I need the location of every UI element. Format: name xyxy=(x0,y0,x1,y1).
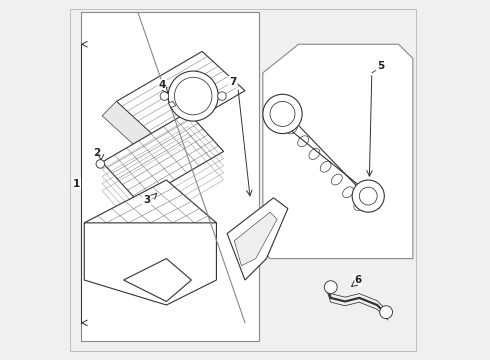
Polygon shape xyxy=(102,102,159,155)
Text: 5: 5 xyxy=(377,61,384,71)
Text: 4: 4 xyxy=(158,80,166,90)
Text: 3: 3 xyxy=(143,195,150,204)
Polygon shape xyxy=(117,51,245,141)
Polygon shape xyxy=(123,258,192,301)
Circle shape xyxy=(218,92,226,100)
Polygon shape xyxy=(84,223,217,305)
Text: 7: 7 xyxy=(229,77,237,87)
Text: 1: 1 xyxy=(73,179,80,189)
Polygon shape xyxy=(81,12,259,341)
Polygon shape xyxy=(263,44,413,258)
Text: 6: 6 xyxy=(354,275,361,285)
Circle shape xyxy=(96,159,104,168)
Circle shape xyxy=(160,92,169,100)
Circle shape xyxy=(324,281,337,294)
Polygon shape xyxy=(168,102,176,108)
Polygon shape xyxy=(234,212,277,266)
Circle shape xyxy=(263,94,302,134)
Polygon shape xyxy=(227,198,288,280)
Circle shape xyxy=(352,180,384,212)
Circle shape xyxy=(380,306,392,319)
Polygon shape xyxy=(102,112,223,202)
Text: 2: 2 xyxy=(93,148,100,158)
Circle shape xyxy=(168,71,218,121)
Polygon shape xyxy=(84,180,217,266)
